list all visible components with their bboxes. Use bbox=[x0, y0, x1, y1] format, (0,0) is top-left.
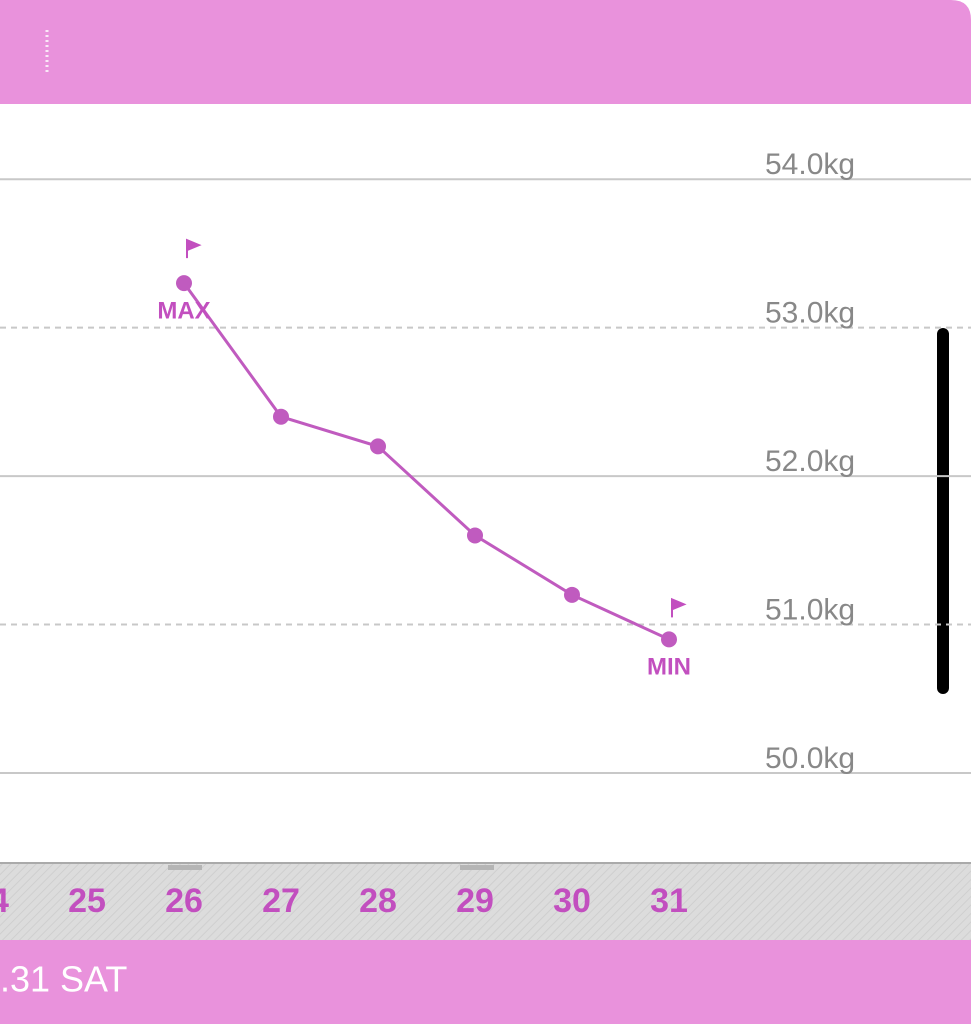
y-tick-label: 53.0kg bbox=[765, 297, 855, 330]
point bbox=[370, 438, 386, 455]
x-tick-label: 29 bbox=[456, 882, 494, 920]
x-tick-label: 28 bbox=[359, 882, 397, 920]
x-tick-label: 26 bbox=[165, 882, 203, 920]
min-label: MIN bbox=[647, 654, 691, 681]
x-tick-label: 27 bbox=[262, 882, 300, 920]
scrollbar[interactable] bbox=[937, 328, 949, 694]
point bbox=[273, 408, 289, 425]
flag-icon bbox=[671, 597, 687, 618]
x-tick-label: 31 bbox=[650, 882, 688, 920]
x-tick-label: 25 bbox=[68, 882, 106, 920]
y-tick-label: 52.0kg bbox=[765, 445, 855, 478]
tab-marker bbox=[168, 865, 202, 870]
plot: 54.0kg 53.0kg 52.0kg 51.0kg 50.0kg 24 25 26 27 28… bbox=[0, 148, 971, 920]
line bbox=[182, 282, 670, 641]
tab-marker bbox=[460, 865, 494, 870]
point bbox=[467, 527, 483, 544]
point bbox=[564, 586, 580, 603]
x-tick-label: 30 bbox=[553, 882, 591, 920]
point bbox=[661, 631, 677, 648]
max-label: MAX bbox=[157, 297, 210, 324]
flag-icon bbox=[186, 238, 202, 259]
footer-date: .31 SAT bbox=[0, 959, 127, 1000]
footer-bar bbox=[0, 940, 971, 1024]
header-bar bbox=[0, 0, 971, 104]
x-axis-strip bbox=[0, 862, 971, 940]
y-tick-label: 51.0kg bbox=[765, 593, 855, 626]
y-tick-label: 50.0kg bbox=[765, 742, 855, 775]
y-tick-label: 54.0kg bbox=[765, 148, 855, 181]
point bbox=[176, 275, 192, 292]
x-tick-label: 24 bbox=[0, 882, 9, 920]
